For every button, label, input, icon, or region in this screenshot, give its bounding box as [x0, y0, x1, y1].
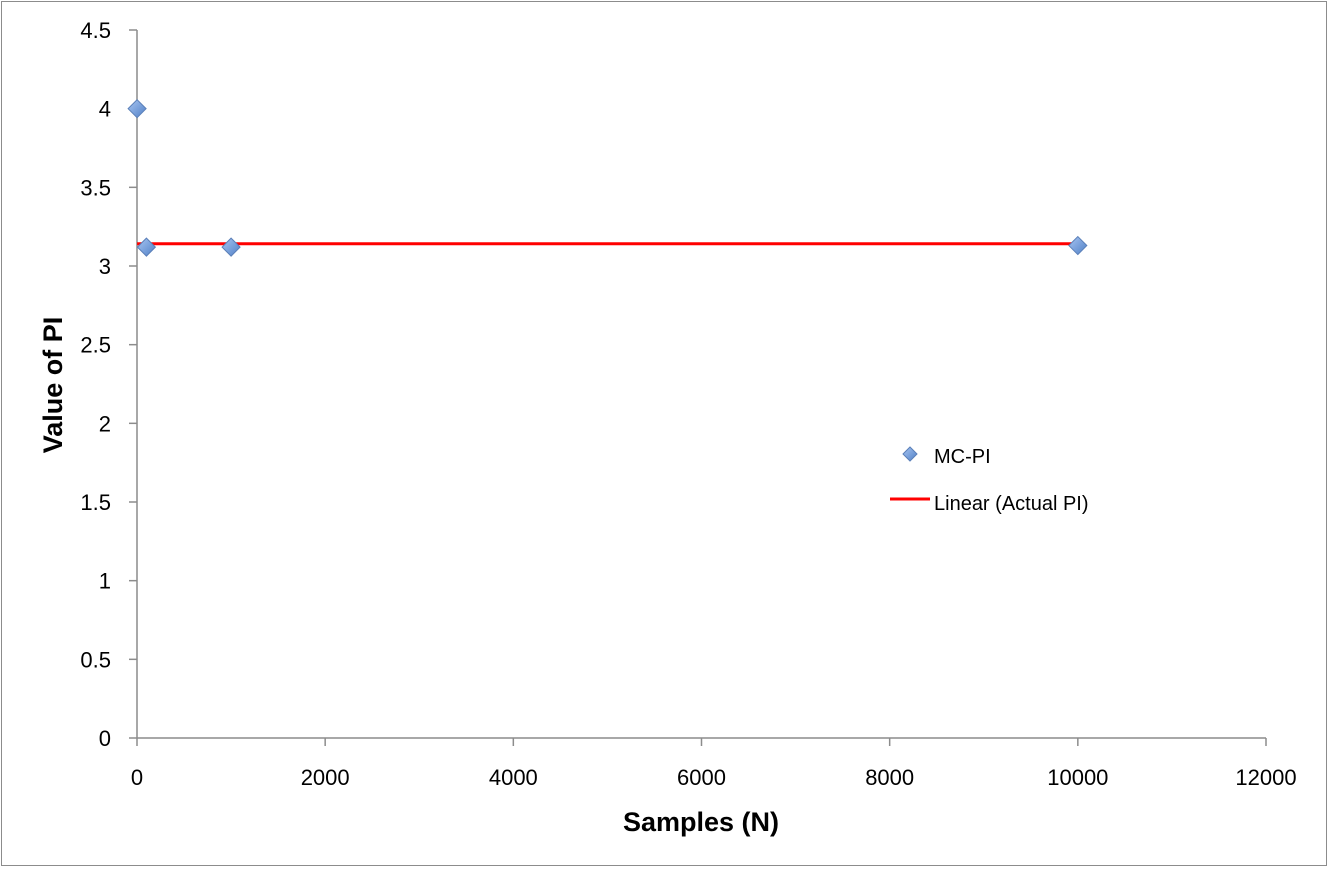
y-tick-label: 4	[99, 97, 111, 122]
x-axis-title: Samples (N)	[623, 807, 779, 837]
tick-labels: 0 0.5 1 1.5 2 2.5 3 3.5 4 4.5 0 2000 4000 6000 8000 100…	[80, 18, 1296, 790]
x-tick-label: 6000	[677, 765, 726, 790]
x-tick-label: 2000	[301, 765, 350, 790]
y-tick-label: 2	[99, 411, 111, 436]
y-tick-label: 1.5	[80, 490, 111, 515]
plot-area	[127, 98, 1088, 257]
y-tick-label: 0	[99, 726, 111, 751]
legend-item-actual-pi: Linear (Actual PI)	[890, 493, 1089, 515]
x-tick-label: 8000	[865, 765, 914, 790]
legend-diamond-marker	[902, 446, 918, 462]
data-point-mc-pi	[221, 237, 241, 257]
data-point-mc-pi	[136, 237, 157, 257]
x-tick-label: 4000	[489, 765, 538, 790]
x-tick-label: 0	[131, 765, 143, 790]
legend: MC-PI Linear (Actual PI)	[890, 446, 1089, 515]
y-axis-title: Value of PI	[38, 317, 68, 454]
x-tick-label: 12000	[1235, 765, 1296, 790]
legend-label-actual-pi: Linear (Actual PI)	[934, 493, 1089, 515]
data-point-mc-pi	[1068, 235, 1088, 256]
axes	[129, 29, 1267, 746]
legend-item-mc-pi: MC-PI	[902, 446, 991, 468]
y-tick-label: 3.5	[80, 175, 111, 200]
y-tick-label: 4.5	[80, 18, 111, 43]
legend-label-mc-pi: MC-PI	[934, 446, 991, 468]
x-tick-label: 10000	[1047, 765, 1108, 790]
y-tick-label: 0.5	[80, 647, 111, 672]
data-point-mc-pi	[127, 98, 147, 119]
y-tick-label: 3	[99, 254, 111, 279]
y-tick-label: 2.5	[80, 333, 111, 358]
y-tick-label: 1	[99, 569, 111, 594]
